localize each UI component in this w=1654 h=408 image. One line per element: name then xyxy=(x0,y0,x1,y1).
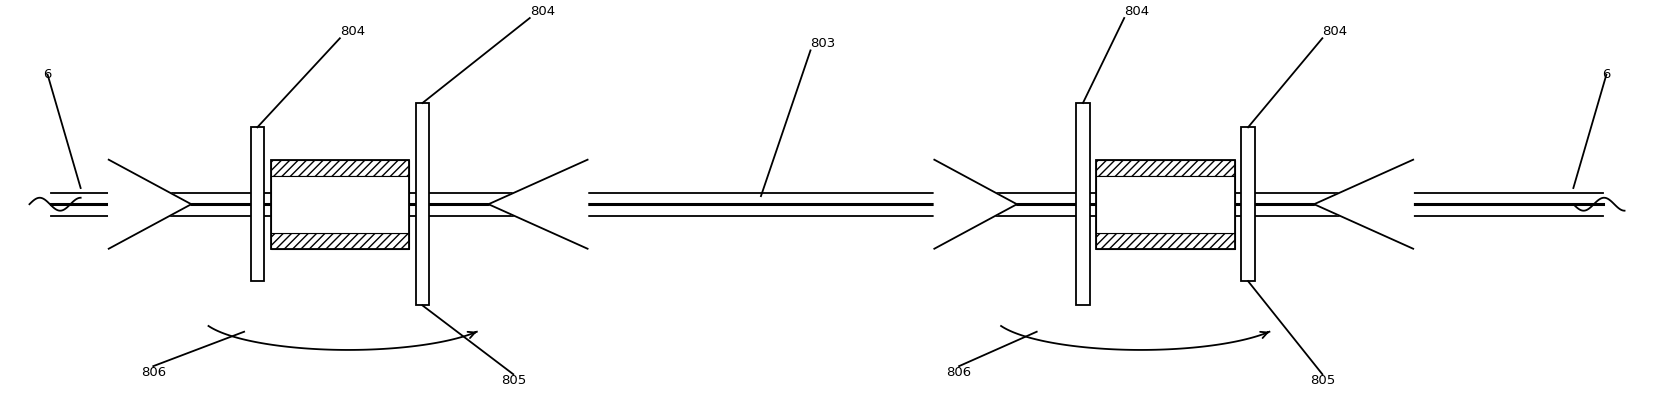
Bar xyxy=(1242,127,1255,281)
Bar xyxy=(1097,176,1236,233)
Text: 6: 6 xyxy=(43,68,51,81)
Bar xyxy=(271,176,409,233)
Bar xyxy=(271,160,409,176)
Polygon shape xyxy=(488,160,587,249)
Text: 804: 804 xyxy=(529,5,554,18)
Text: 6: 6 xyxy=(1603,68,1611,81)
Bar xyxy=(271,233,409,249)
Bar xyxy=(251,127,265,281)
Bar xyxy=(1097,233,1236,249)
Text: 806: 806 xyxy=(141,366,165,379)
Text: 805: 805 xyxy=(501,374,526,387)
Polygon shape xyxy=(109,160,192,249)
Bar xyxy=(1097,160,1236,249)
Text: 805: 805 xyxy=(1310,374,1335,387)
Bar xyxy=(415,103,428,306)
Bar xyxy=(1097,160,1236,176)
Text: 804: 804 xyxy=(1125,5,1150,18)
Bar xyxy=(1077,103,1090,306)
Text: 804: 804 xyxy=(339,25,366,38)
Polygon shape xyxy=(935,160,1017,249)
Text: 803: 803 xyxy=(810,38,835,51)
Bar xyxy=(271,160,409,249)
Polygon shape xyxy=(1315,160,1413,249)
Text: 804: 804 xyxy=(1322,25,1348,38)
Text: 806: 806 xyxy=(946,366,971,379)
